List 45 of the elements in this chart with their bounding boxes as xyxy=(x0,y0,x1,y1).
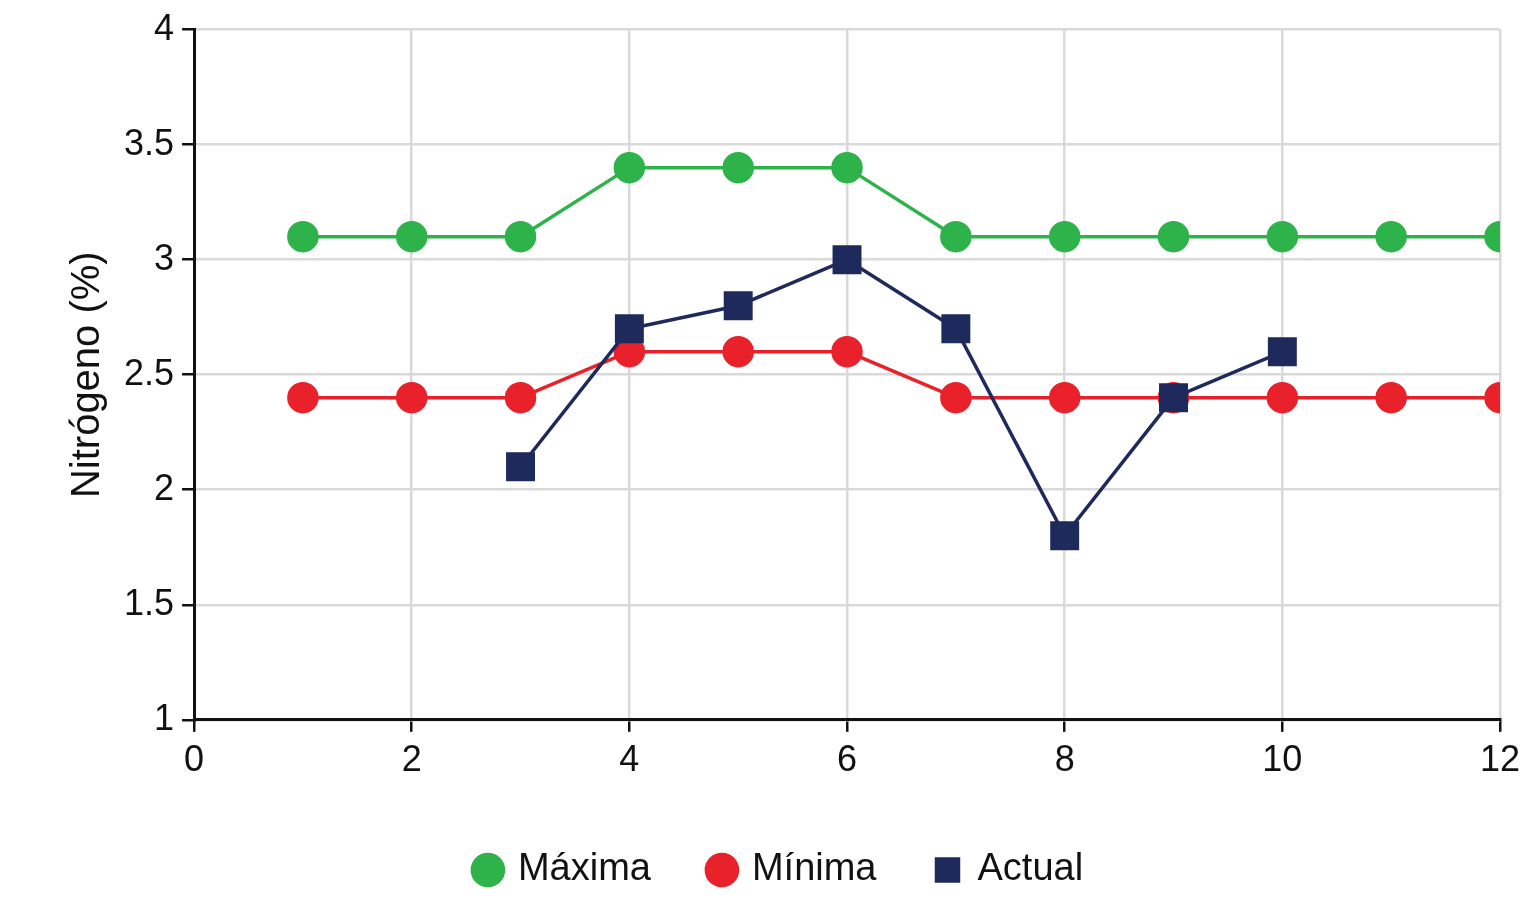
legend-label: Mínima xyxy=(751,846,878,889)
point xyxy=(613,151,646,184)
point xyxy=(395,220,428,253)
y-tick-label: 3 xyxy=(154,236,175,278)
y-tick-label: 1 xyxy=(154,696,175,738)
x-tick-label: 0 xyxy=(184,738,205,780)
point xyxy=(614,314,644,344)
point xyxy=(1048,220,1081,253)
point xyxy=(1157,220,1190,253)
x-tick-label: 4 xyxy=(619,738,640,780)
y-tick-label: 2 xyxy=(154,466,175,508)
point xyxy=(1267,337,1297,367)
point xyxy=(1375,220,1407,253)
x-tick-label: 8 xyxy=(1054,738,1075,780)
point xyxy=(831,151,863,184)
point xyxy=(504,220,537,253)
y-tick-label: 2.5 xyxy=(124,351,175,393)
point xyxy=(506,452,536,482)
point xyxy=(287,220,319,253)
y-tick-label: 1.5 xyxy=(124,581,175,623)
point xyxy=(722,151,754,184)
point xyxy=(395,381,428,414)
point xyxy=(1266,381,1299,414)
point xyxy=(722,335,754,368)
point xyxy=(831,335,863,368)
point xyxy=(941,314,971,344)
point xyxy=(504,381,537,414)
point xyxy=(1375,381,1407,414)
point xyxy=(940,220,972,253)
x-tick-label: 2 xyxy=(401,738,422,780)
point xyxy=(940,381,972,414)
point xyxy=(287,381,319,414)
point xyxy=(1048,381,1081,414)
y-tick-label: 3.5 xyxy=(124,121,175,163)
x-tick-label: 6 xyxy=(837,738,858,780)
legend-label: Actual xyxy=(977,846,1084,889)
legend-label: Máxima xyxy=(517,846,652,889)
point xyxy=(1266,220,1299,253)
y-axis-title: Nitrógeno (%) xyxy=(63,251,108,499)
x-tick-label: 10 xyxy=(1262,738,1303,780)
x-tick-label: 12 xyxy=(1479,738,1521,780)
point xyxy=(832,245,862,275)
point xyxy=(1050,521,1080,551)
y-tick-label: 4 xyxy=(154,6,175,48)
point xyxy=(723,291,753,321)
